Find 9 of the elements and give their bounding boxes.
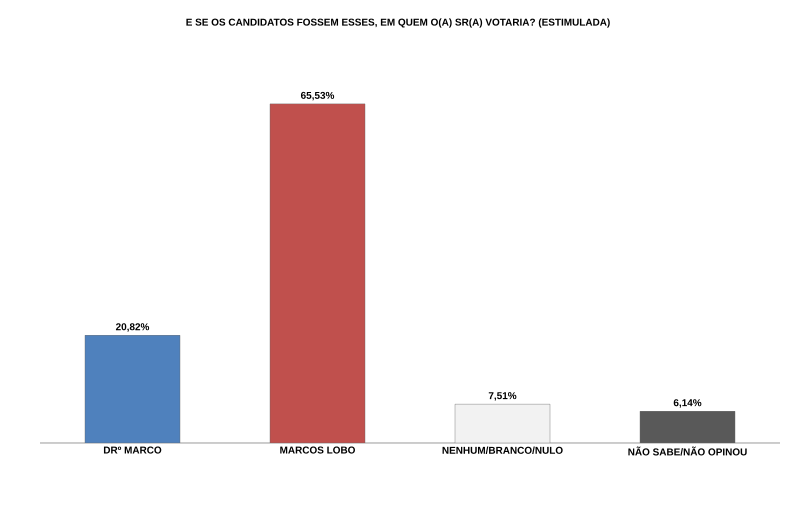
x-tick-label: MARCOS LOBO: [280, 446, 355, 454]
data-label: 7,51%: [488, 392, 516, 401]
data-label: 65,53%: [300, 92, 334, 100]
x-tick-label: NÃO SABE/NÃO OPINOU: [628, 446, 747, 456]
data-label: 20,82%: [116, 323, 150, 332]
x-tick-label: NENHUM/BRANCO/NULO: [442, 446, 563, 454]
x-tick-label: DRº MARCO: [104, 446, 162, 454]
data-label: 6,14%: [674, 399, 702, 408]
chart-title: E SE OS CANDIDATOS FOSSEM ESSES, EM QUEM O(A) SR(A) VOTARIA? (ESTIMULADA): [186, 18, 610, 28]
